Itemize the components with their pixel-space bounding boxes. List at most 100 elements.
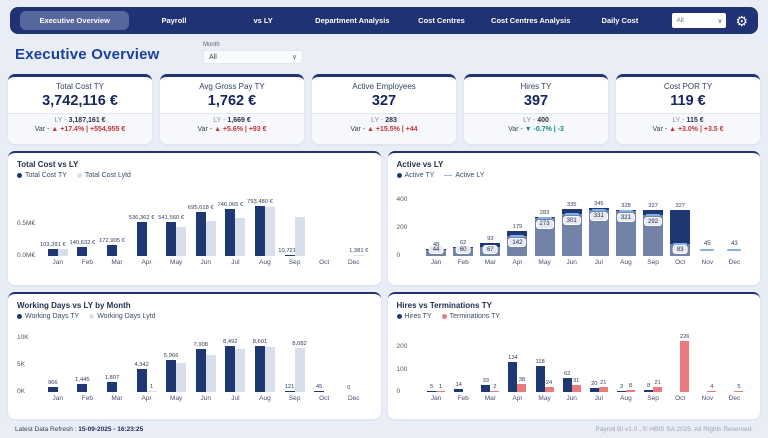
x-axis-label: May [170, 395, 183, 402]
bar[interactable] [294, 217, 305, 256]
kpi-var-up-indicator: ▲ +3.0% | +3.5 € [669, 126, 724, 133]
nav-tab-cost-centres-analysis[interactable]: Cost Centres Analysis [491, 16, 571, 25]
bar[interactable]: 1,807 [105, 375, 119, 392]
bar-value-label: 33 [482, 377, 490, 384]
bar[interactable]: 8,082 [292, 341, 307, 392]
nav-tab-executive-overview[interactable]: Executive Overview [20, 11, 130, 30]
bar[interactable]: 8,492 [223, 339, 238, 392]
bar[interactable]: 140,632 € [69, 240, 95, 256]
kpi-card-top: Active Employees 327 [312, 77, 456, 113]
bar[interactable]: 8,601 [253, 339, 267, 392]
bar[interactable] [176, 362, 187, 392]
bar[interactable]: 746,065 € [217, 202, 243, 256]
nav-tab-department-analysis[interactable]: Department Analysis [315, 16, 390, 25]
bar[interactable]: 62 [562, 371, 572, 392]
ly-value-pill: 44 [428, 245, 444, 254]
legend-item-terminations-ty: Terminations TY [441, 313, 500, 320]
bar[interactable]: 1 [146, 384, 157, 392]
gear-icon[interactable]: ⚙ [735, 12, 748, 29]
bar[interactable]: 121 [284, 384, 295, 392]
bar[interactable] [176, 226, 187, 256]
bar[interactable] [205, 354, 216, 392]
x-axis-label: Jul [231, 395, 240, 402]
x-axis-label: Dec [728, 395, 741, 402]
bar[interactable]: 2 [490, 384, 500, 392]
bar[interactable]: 5 [427, 384, 437, 392]
bar[interactable]: 4 [707, 384, 717, 392]
bar[interactable]: 20 [589, 381, 599, 392]
category-jan: 44 48 Jan [423, 196, 450, 266]
bar[interactable] [235, 348, 246, 392]
bar[interactable]: 541,560 € [158, 215, 184, 256]
bar[interactable]: 292 327 [643, 203, 664, 256]
bar[interactable]: 321 328 [615, 203, 636, 256]
bar[interactable]: 1 [436, 384, 446, 392]
bar[interactable]: 134 [508, 355, 518, 392]
bar[interactable]: 301 335 [561, 202, 582, 256]
bar[interactable]: 331 345 [588, 201, 609, 256]
bar[interactable]: 38 [517, 377, 527, 392]
nav-tab-daily-cost[interactable]: Daily Cost [601, 16, 639, 25]
nav-tab-payroll[interactable]: Payroll [161, 16, 187, 25]
bar[interactable]: 793,480 € [247, 199, 273, 256]
bar[interactable]: 695,618 € [188, 205, 214, 256]
bar-value-label: 93 [487, 236, 494, 243]
bar[interactable]: 8 [644, 383, 654, 392]
bar[interactable]: 536,362 € [129, 215, 154, 256]
bar[interactable]: 8 [625, 383, 635, 392]
bar[interactable] [235, 218, 246, 256]
bar[interactable]: 14 [454, 382, 464, 392]
bar[interactable]: 60 62 [453, 240, 474, 256]
ly-value-pill: 321 [616, 213, 635, 223]
bar[interactable] [57, 248, 68, 256]
bar[interactable]: 5,966 [164, 353, 178, 392]
bar-value-label: 134 [508, 354, 518, 361]
nav-tab-vs-ly[interactable]: vs LY [253, 16, 273, 25]
bar[interactable]: 10,721 € [278, 248, 301, 256]
bar[interactable]: 83 327 [670, 203, 691, 256]
chart-title: Active vs LY [396, 160, 444, 169]
bar[interactable]: 44 48 [426, 242, 447, 256]
bar[interactable]: 103,391 € [40, 242, 66, 256]
x-axis-label: Feb [81, 395, 93, 402]
bar[interactable]: 7,908 [194, 342, 208, 392]
bar[interactable]: 5 [734, 384, 744, 392]
bar[interactable]: 31 [571, 378, 581, 392]
bar[interactable]: 45 [314, 384, 325, 392]
bar[interactable]: 21 [653, 380, 663, 392]
bar[interactable]: 966 [47, 380, 58, 392]
x-axis-label: Jun [200, 395, 212, 402]
category-apr: 134 38 Apr [504, 336, 531, 402]
bar[interactable]: 226 [680, 334, 690, 392]
category-aug: 8,601 Aug [250, 336, 280, 402]
bar[interactable]: 3 [616, 384, 626, 392]
bar[interactable]: 118 [535, 359, 545, 392]
bar[interactable] [205, 220, 216, 256]
bar[interactable]: 142 179 [507, 224, 528, 256]
bar[interactable]: 172,905 € [99, 238, 125, 256]
bar[interactable]: 1,381 € [349, 248, 368, 256]
chart-plot: 0.0M€ 0.5M€ 103,391 € Jan 140,632 € Feb 172,90… [17, 182, 372, 270]
bar[interactable] [264, 207, 275, 256]
x-axis-label: Dec [347, 395, 360, 402]
bar[interactable]: 4,342 [134, 362, 149, 392]
bar[interactable]: 33 [481, 378, 491, 392]
category-feb: 1,445 Feb [73, 336, 103, 402]
bar[interactable]: 273 283 [534, 210, 555, 256]
bar[interactable] [264, 347, 275, 392]
chart-legend: Total Cost TY Total Cost Lytd [17, 172, 372, 179]
bar[interactable]: 21 [598, 380, 608, 392]
legend-dot-icon [76, 173, 82, 178]
bar-value-label: 8 [646, 383, 651, 390]
month-slicer-dropdown[interactable]: All ∨ [203, 50, 303, 64]
kpi-card-bottom: LY - 400 Var - ▼ -0.7% | -3 [464, 113, 608, 144]
category-may: 273 283 May [531, 196, 558, 266]
nav-tab-cost-centres[interactable]: Cost Centres [418, 16, 465, 25]
nav-filter-dropdown[interactable]: All ∨ [672, 13, 727, 28]
y-axis-tick: 10K [17, 334, 29, 342]
bar[interactable]: 67 93 [480, 236, 501, 256]
bar[interactable]: 1,445 [75, 377, 90, 392]
x-axis-label: Jul [594, 395, 603, 402]
bar[interactable]: 24 [544, 380, 554, 392]
kpi-card-top: Hires TY 397 [464, 77, 608, 113]
